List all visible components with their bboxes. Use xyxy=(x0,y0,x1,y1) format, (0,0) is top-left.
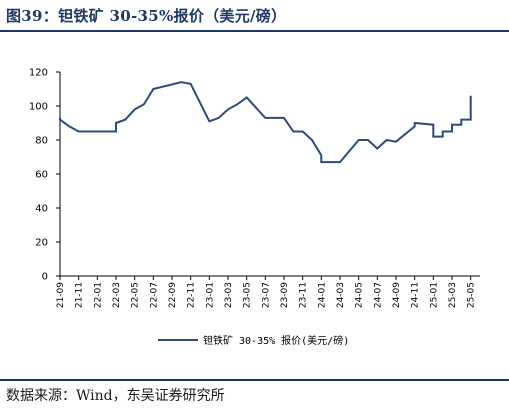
x-tick-label: 21-11 xyxy=(75,282,85,308)
chart-title: 图39：钽铁矿 30-35%报价（美元/磅） xyxy=(6,7,287,25)
line-chart: 0 20 40 60 80 100 120 21-09 21-11 22-01 22-03 22-0… xyxy=(29,68,480,347)
x-tick-label: 24-11 xyxy=(411,282,421,308)
footer-divider xyxy=(0,379,509,381)
x-tick-label: 22-01 xyxy=(93,282,103,308)
y-tick-label: 20 xyxy=(35,238,48,249)
x-tick-label: 24-05 xyxy=(355,282,365,308)
x-tick-label: 24-03 xyxy=(336,282,346,308)
y-tick-label: 0 xyxy=(42,272,48,283)
x-tick-label: 22-03 xyxy=(112,282,122,308)
x-tick-label: 23-03 xyxy=(224,282,234,308)
title-divider xyxy=(0,30,509,32)
x-tick-label: 21-09 xyxy=(56,282,66,308)
y-tick-label: 60 xyxy=(35,170,48,181)
x-tick-label: 25-05 xyxy=(467,282,477,308)
x-tick-label: 23-11 xyxy=(299,282,309,308)
legend-label: 钽铁矿 30-35% 报价(美元/磅) xyxy=(203,334,349,347)
x-tick-label: 23-07 xyxy=(261,282,271,308)
price-series-line xyxy=(59,81,472,164)
x-ticks: 21-09 21-11 22-01 22-03 22-05 22-07 22-09 22-11… xyxy=(56,276,477,308)
x-tick-label: 23-01 xyxy=(205,282,215,308)
x-tick-label: 24-09 xyxy=(392,282,402,308)
x-tick-label: 23-09 xyxy=(280,282,290,308)
source-note: 数据来源：Wind，东吴证券研究所 xyxy=(6,388,225,404)
y-ticks: 0 20 40 60 80 100 120 xyxy=(29,68,60,283)
legend: 钽铁矿 30-35% 报价(美元/磅) xyxy=(158,334,349,347)
x-tick-label: 22-05 xyxy=(131,282,141,308)
x-tick-label: 22-11 xyxy=(187,282,197,308)
y-tick-label: 120 xyxy=(29,68,48,79)
x-tick-label: 23-05 xyxy=(243,282,253,308)
x-tick-label: 25-01 xyxy=(429,282,439,308)
x-tick-label: 22-09 xyxy=(168,282,178,308)
y-tick-label: 40 xyxy=(35,204,48,215)
y-tick-label: 100 xyxy=(29,102,48,113)
y-tick-label: 80 xyxy=(35,136,48,147)
x-tick-label: 24-01 xyxy=(317,282,327,308)
x-tick-label: 24-07 xyxy=(373,282,383,308)
x-tick-label: 22-07 xyxy=(149,282,159,308)
x-tick-label: 25-03 xyxy=(448,282,458,308)
